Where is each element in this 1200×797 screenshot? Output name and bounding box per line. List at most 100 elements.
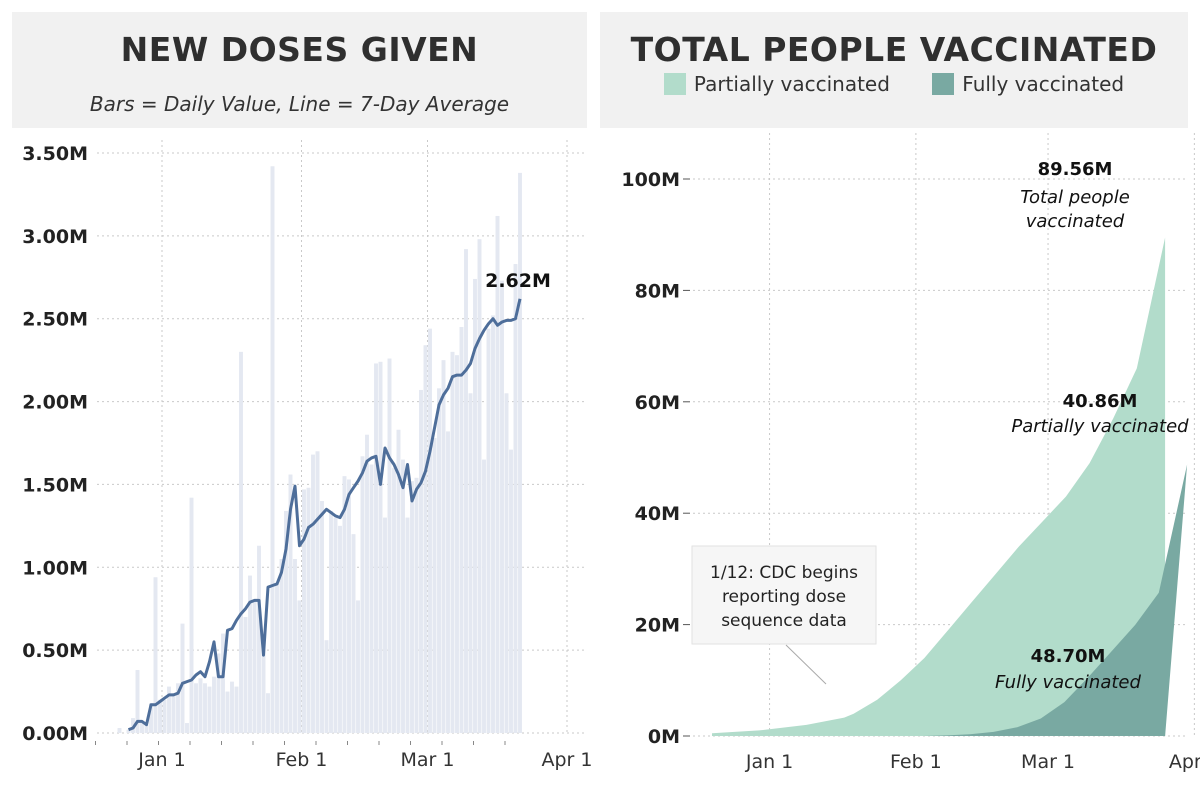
- daily-dose-bar: [329, 510, 333, 733]
- daily-dose-bar: [374, 363, 378, 733]
- x-tick-label: Feb 1: [276, 749, 328, 771]
- note-box: [691, 545, 877, 645]
- daily-dose-bar: [189, 497, 194, 733]
- daily-dose-bar: [288, 474, 293, 733]
- daily-dose-bar: [207, 686, 212, 733]
- daily-dose-bar: [486, 328, 491, 733]
- seven-day-average-line: [127, 298, 522, 732]
- daily-dose-bar: [473, 278, 477, 733]
- doses-chart: 0.00M 0.50M 1.00M 1.50M 2.00M 2.50M 3.00M 3.50M…: [22, 140, 593, 771]
- legend-item-partial: Partially vaccinated: [663, 72, 890, 96]
- daily-dose-bar: [365, 434, 369, 733]
- daily-dose-bar: [140, 723, 144, 733]
- right-chart-legend: Partially vaccinated Fully vaccinated: [600, 72, 1188, 100]
- daily-dose-bar: [257, 545, 261, 733]
- y-tick-label: 3.00M: [22, 226, 88, 248]
- daily-dose-bar: [158, 699, 162, 733]
- daily-dose-bar: [248, 575, 252, 733]
- note-pointer: [785, 644, 827, 685]
- daily-dose-bar: [167, 686, 171, 733]
- daily-dose-bar: [297, 600, 302, 733]
- legend-swatch-fully: [932, 73, 955, 95]
- daily-dose-bar: [230, 681, 234, 733]
- daily-dose-bar: [401, 459, 405, 733]
- y-tick-label: 40M: [635, 503, 680, 525]
- daily-dose-bar: [356, 600, 360, 733]
- fully-caption: Fully vaccinated: [995, 672, 1141, 693]
- daily-dose-bar: [194, 683, 198, 733]
- vaccinated-chart: 0M 20M 40M 60M 80M 100M Jan 1 Feb 1 Mar 1 Apr 1 89…: [621, 133, 1200, 773]
- daily-dose-bar: [482, 459, 486, 733]
- daily-dose-bar: [293, 559, 297, 733]
- fully-vaccinated-area: [712, 464, 1188, 736]
- note-line2: reporting dose: [722, 587, 846, 607]
- daily-dose-bar: [275, 583, 279, 733]
- left-chart-title: NEW DOSES GIVEN: [120, 30, 479, 69]
- daily-dose-bar: [284, 510, 288, 733]
- note-line1: 1/12: CDC begins: [710, 563, 858, 583]
- daily-dose-bar: [437, 388, 441, 733]
- y-tick-label: 2.00M: [22, 392, 88, 414]
- daily-dose-bar: [491, 315, 495, 733]
- daily-dose-bar: [135, 670, 140, 733]
- daily-dose-bar: [455, 355, 459, 733]
- x-tick-label: Feb 1: [890, 751, 942, 773]
- y-tick-label: 60M: [635, 392, 680, 414]
- daily-dose-bar: [171, 693, 176, 733]
- partially-vaccinated-area: [712, 237, 1166, 736]
- daily-dose-bar: [212, 676, 216, 733]
- daily-dose-bar: [306, 487, 311, 733]
- daily-dose-bar: [378, 361, 383, 733]
- daily-dose-bar: [468, 393, 473, 733]
- daily-dose-bar: [324, 640, 329, 733]
- daily-dose-bar: [428, 328, 432, 733]
- daily-dose-bar: [216, 653, 221, 733]
- right-chart-title: TOTAL PEOPLE VACCINATED: [630, 30, 1158, 69]
- y-tick-label: 20M: [635, 615, 680, 637]
- daily-dose-bar: [311, 454, 315, 733]
- daily-dose-bar: [342, 476, 347, 733]
- daily-dose-bar: [423, 345, 428, 733]
- daily-dose-bar: [360, 456, 365, 733]
- daily-dose-bar: [221, 633, 225, 733]
- daily-dose-bar: [414, 477, 419, 733]
- x-tick-label: Apr 1: [1169, 751, 1200, 773]
- y-tick-label: 1.50M: [22, 474, 88, 496]
- y-tick-label: 0.00M: [22, 723, 88, 745]
- daily-dose-bar: [252, 600, 257, 733]
- partial-caption: Partially vaccinated: [1011, 416, 1189, 437]
- note-line3: sequence data: [721, 611, 847, 631]
- daily-dose-bar: [198, 678, 203, 733]
- daily-dose-bar: [239, 351, 243, 733]
- y-tick-label: 0M: [648, 726, 680, 748]
- x-tick-label: Mar 1: [401, 749, 455, 771]
- fully-value-label: 48.70M: [1031, 646, 1106, 667]
- daily-dose-bar: [315, 451, 320, 733]
- daily-dose-bar: [203, 683, 207, 733]
- daily-dose-bar: [117, 728, 122, 733]
- left-chart-subtitle: Bars = Daily Value, Line = 7-Day Average: [89, 92, 510, 116]
- y-tick-label: 1.00M: [22, 557, 88, 579]
- right-chart-header: TOTAL PEOPLE VACCINATED Partially vaccin…: [600, 12, 1188, 128]
- daily-dose-bar: [243, 617, 248, 733]
- x-tick-label: Apr 1: [542, 749, 593, 771]
- left-chart-header: NEW DOSES GIVEN Bars = Daily Value, Line…: [12, 12, 587, 128]
- daily-dose-bar: [464, 249, 468, 733]
- daily-dose-bar: [270, 166, 275, 733]
- daily-dose-bar: [513, 264, 518, 733]
- daily-dose-bar: [333, 517, 338, 733]
- daily-dose-bar: [153, 577, 158, 733]
- daily-dose-bar: [261, 633, 266, 733]
- daily-dose-bar: [266, 693, 270, 733]
- legend-item-fully: Fully vaccinated: [932, 72, 1124, 96]
- daily-dose-bar: [405, 517, 410, 733]
- y-tick-label: 3.50M: [22, 143, 88, 165]
- legend-label-partial: Partially vaccinated: [693, 72, 890, 96]
- daily-dose-bar: [410, 481, 414, 733]
- daily-dose-bar: [144, 724, 149, 733]
- daily-dose-bar: [446, 431, 450, 733]
- daily-dose-bar: [351, 534, 356, 733]
- x-tick-label: Jan 1: [745, 751, 793, 773]
- total-value-label: 89.56M: [1038, 159, 1113, 180]
